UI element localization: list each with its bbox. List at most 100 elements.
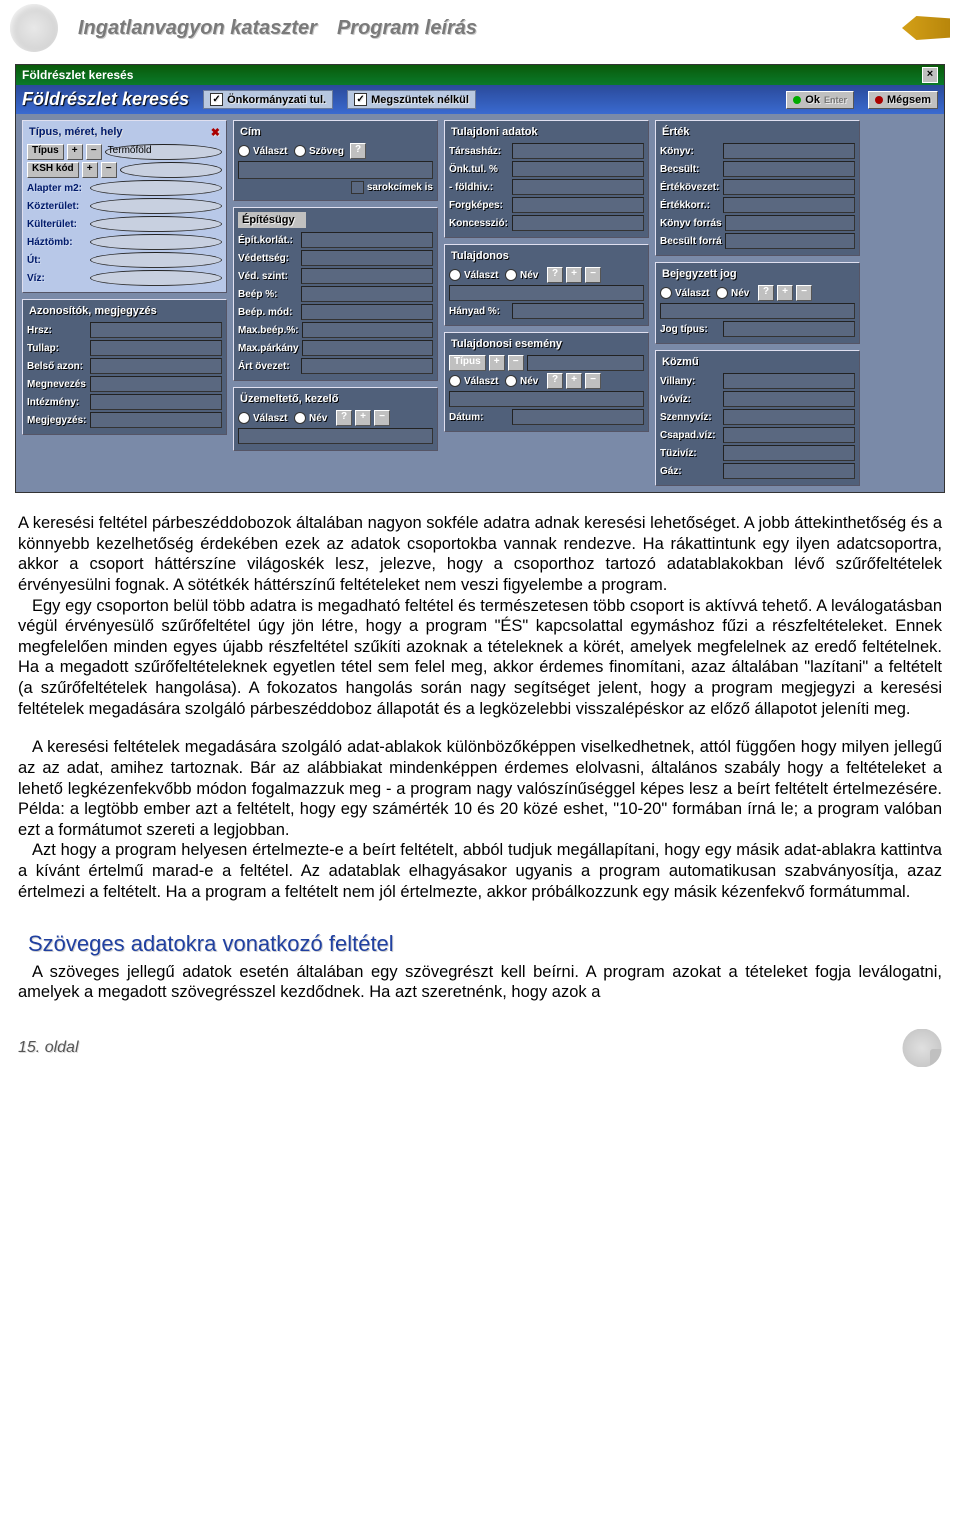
kulter-input[interactable] [90,216,222,232]
plus-button[interactable]: + [355,410,371,426]
cancel-button[interactable]: Mégsem [868,91,938,109]
checkbox-sarok[interactable] [351,181,364,194]
help-button[interactable]: ? [350,143,366,159]
tullap-input[interactable] [90,340,222,356]
radio-nev[interactable] [505,375,517,387]
ok-button[interactable]: Ok Enter [786,91,854,109]
panel-bejegyzett-jog[interactable]: Bejegyzett jog Választ Név ? + − Jog típ… [655,262,860,344]
ertekov-input[interactable] [723,179,855,195]
gaz-input[interactable] [723,463,855,479]
konc-input[interactable] [512,215,644,231]
radio-nev[interactable] [716,287,728,299]
bejog-input[interactable] [660,303,855,319]
forg-input[interactable] [512,197,644,213]
viz-input[interactable] [90,270,222,286]
esem-input[interactable] [449,391,644,407]
panel-uzemelteto[interactable]: Üzemeltető, kezelő Választ Név ? + − [233,387,438,451]
ertekkorr-input[interactable] [723,197,855,213]
panel-tipus[interactable]: Típus, méret, hely ✖ Típus + − Termőföld… [22,120,227,293]
maxpark-input[interactable] [302,340,433,356]
checkbox-onkormanyzati[interactable]: ✓ Önkormányzati tul. [203,90,333,109]
plus-button[interactable]: + [67,144,83,160]
onk-input[interactable] [512,161,644,177]
haztomb-input[interactable] [90,234,222,250]
ivoviz-input[interactable] [723,391,855,407]
megj-input[interactable] [90,412,222,428]
ut-input[interactable] [90,252,222,268]
tipus-button[interactable]: Típus [27,144,64,160]
intez-input[interactable] [90,394,222,410]
konyvf-input[interactable] [725,215,855,231]
ksh-button[interactable]: KSH kód [27,162,79,178]
tarsas-input[interactable] [512,143,644,159]
konyv-input[interactable] [723,143,855,159]
panel-tulajdoni[interactable]: Tulajdoni adatok Társasház: Önk.tul. % -… [444,120,649,238]
tulajdonos-input[interactable] [449,285,644,301]
radio-nev[interactable] [294,412,306,424]
panel-tulajdonos[interactable]: Tulajdonos Választ Név ? + − Hányad %: [444,244,649,326]
csapad-input[interactable] [723,427,855,443]
epit-title-button[interactable]: Építésügy [238,212,306,228]
radio-valaszt[interactable] [449,375,461,387]
hrsz-input[interactable] [90,322,222,338]
korlat-input[interactable] [301,232,433,248]
fold-input[interactable] [512,179,644,195]
minus-button[interactable]: − [585,267,601,283]
szenny-input[interactable] [723,409,855,425]
datum-input[interactable] [512,409,644,425]
belso-input[interactable] [90,358,222,374]
plus-button[interactable]: + [566,267,582,283]
radio-valaszt[interactable] [238,145,250,157]
minus-button[interactable]: − [374,410,390,426]
tipus-input[interactable] [527,355,644,371]
uzem-input[interactable] [238,428,433,444]
panel-tulaj-esemeny[interactable]: Tulajdonosi esemény Típus + − Választ Né… [444,332,649,432]
minus-button[interactable]: − [796,285,812,301]
ved-input[interactable] [301,250,433,266]
tulajdonos-nev-label: Név [520,270,544,281]
plus-button[interactable]: + [566,373,582,389]
alap-input[interactable] [90,180,222,196]
minus-button[interactable]: − [101,162,117,178]
cim-input[interactable] [238,161,433,179]
hanyad-input[interactable] [512,303,644,319]
minus-button[interactable]: − [86,144,102,160]
help-button[interactable]: ? [758,285,774,301]
radio-valaszt[interactable] [449,269,461,281]
help-button[interactable]: ? [547,373,563,389]
esem-nev-label: Név [520,376,544,387]
villany-input[interactable] [723,373,855,389]
tuziviz-input[interactable] [723,445,855,461]
jogtip-input[interactable] [723,321,855,337]
plus-button[interactable]: + [489,355,505,371]
close-icon[interactable]: × [922,67,938,83]
plus-button[interactable]: + [82,162,98,178]
artov-input[interactable] [301,358,433,374]
vedsz-input[interactable] [301,268,433,284]
help-button[interactable]: ? [547,267,563,283]
panel-azonositok[interactable]: Azonosítók, megjegyzés Hrsz: Tullap: Bel… [22,299,227,435]
beepmod-input[interactable] [301,304,433,320]
radio-valaszt[interactable] [238,412,250,424]
panel-kozmu[interactable]: Közmű Villany: Ivóvíz: Szennyvíz: Csapad… [655,350,860,486]
beep-input[interactable] [301,286,433,302]
help-button[interactable]: ? [336,410,352,426]
checkbox-megszuntek[interactable]: ✓ Megszüntek nélkül [347,90,476,109]
radio-szoveg[interactable] [294,145,306,157]
megnev-input[interactable] [90,376,222,392]
plus-button[interactable]: + [777,285,793,301]
minus-button[interactable]: − [508,355,524,371]
panel-epitesugy[interactable]: Építésügy Épít.korlát.: Védettség: Véd. … [233,207,438,381]
tipus-button[interactable]: Típus [449,355,486,371]
becsultf-input[interactable] [725,233,855,249]
radio-valaszt[interactable] [660,287,672,299]
ksh-input[interactable] [120,162,222,178]
becsult-input[interactable] [723,161,855,177]
radio-nev[interactable] [505,269,517,281]
minus-button[interactable]: − [585,373,601,389]
window-title: Földrészlet keresés [22,68,133,82]
maxbeep-input[interactable] [302,322,433,338]
panel-cim[interactable]: Cím Választ Szöveg ? sarokcímek is [233,120,438,201]
panel-ertek[interactable]: Érték Könyv: Becsült: Értékövezet: Érték… [655,120,860,256]
kozter-input[interactable] [90,198,222,214]
